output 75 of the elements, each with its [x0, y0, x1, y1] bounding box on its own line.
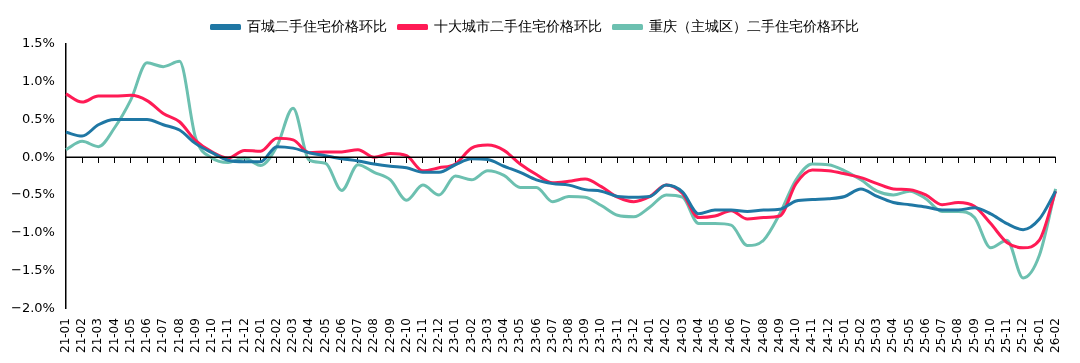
legend-label: 百城二手住宅价格环比	[246, 17, 387, 34]
x-tick-label: 22-12	[431, 318, 446, 354]
x-tick-label: 22-02	[268, 318, 283, 354]
y-tick-label: −1.0%	[11, 224, 55, 240]
x-tick-label: 25-08	[950, 318, 965, 354]
y-tick-label: 1.5%	[21, 35, 55, 51]
x-tick-label: 22-01	[252, 318, 267, 354]
x-tick-label: 25-09	[966, 318, 981, 354]
x-tick-label: 24-01	[642, 318, 657, 354]
x-tick-label: 22-04	[301, 318, 316, 354]
x-tick-label: 21-12	[236, 318, 251, 354]
x-tick-label: 25-03	[869, 318, 884, 354]
x-tick-label: 21-07	[155, 318, 170, 354]
x-tick-label: 22-11	[414, 318, 429, 354]
x-tick-label: 25-10	[982, 318, 997, 354]
x-tick-label: 25-02	[853, 318, 868, 354]
x-tick-label: 23-12	[625, 318, 640, 354]
x-tick-label: 25-07	[934, 318, 949, 354]
x-tick-label: 24-05	[707, 318, 722, 354]
y-tick-label: 1.0%	[21, 73, 55, 89]
x-tick-label: 21-05	[122, 318, 137, 354]
legend-label: 重庆（主城区）二手住宅价格环比	[648, 17, 859, 34]
x-tick-label: 22-07	[350, 318, 365, 354]
x-tick-label: 24-03	[674, 318, 689, 354]
x-tick-label: 25-11	[999, 318, 1014, 354]
x-tick-label: 23-08	[561, 318, 575, 354]
x-tick-label: 24-11	[804, 318, 819, 354]
x-tick-label: 22-03	[285, 318, 300, 354]
line-series	[64, 117, 1058, 232]
x-tick-label: 22-06	[333, 318, 348, 354]
x-tick-label: 21-02	[74, 318, 89, 354]
x-tick-label: 21-10	[204, 318, 219, 354]
x-tick-label: 21-01	[58, 318, 73, 354]
y-tick-label: −1.5%	[11, 261, 55, 277]
x-tick-label: 21-03	[90, 318, 105, 354]
x-tick-label: 22-10	[398, 318, 413, 354]
x-tick-label: 22-05	[317, 318, 332, 354]
x-tick-label: 22-09	[382, 318, 397, 354]
x-tick-label: 23-11	[609, 318, 624, 354]
x-tick-label: 21-11	[220, 318, 235, 354]
x-tick-label: 24-06	[723, 318, 738, 354]
x-tick-label: 23-05	[512, 318, 527, 354]
x-tick-label: 25-05	[901, 318, 916, 354]
x-tick-label: 26-01	[1031, 318, 1046, 354]
x-tick-label: 23-03	[479, 318, 494, 354]
x-tick-label: 24-04	[690, 318, 705, 354]
x-tick-label: 23-07	[544, 318, 559, 354]
x-tick-label: 25-04	[885, 318, 900, 354]
x-tick-label: 23-02	[463, 318, 478, 354]
x-tick-label: 25-01	[836, 318, 851, 354]
x-tick-label: 23-01	[447, 318, 462, 354]
x-tick-label: 23-10	[593, 318, 608, 354]
y-tick-label: 0.5%	[21, 110, 55, 126]
x-tick-label: 23-09	[577, 318, 592, 354]
x-tick-label: 22-08	[366, 318, 381, 354]
x-tick-label: 21-06	[139, 318, 154, 354]
line-series	[64, 59, 1058, 280]
x-tick-label: 24-07	[739, 318, 754, 354]
legend-label: 十大城市二手住宅价格环比	[433, 17, 602, 34]
x-tick-label: 24-09	[771, 318, 786, 354]
y-tick-label: −2.0%	[11, 299, 55, 315]
x-tick-label: 21-08	[171, 318, 186, 354]
x-tick-label: 21-09	[187, 318, 202, 354]
x-tick-label: 24-12	[820, 318, 835, 354]
x-tick-label: 26-02	[1047, 318, 1062, 354]
y-tick-label: 0.0%	[21, 148, 55, 164]
x-tick-label: 24-10	[788, 318, 803, 354]
x-tick-label: 24-08	[755, 318, 770, 354]
x-tick-label: 23-04	[496, 318, 511, 354]
x-tick-label: 21-04	[106, 318, 121, 354]
x-tick-label: 23-06	[528, 318, 543, 354]
x-tick-label: 24-02	[658, 318, 673, 354]
y-tick-label: −0.5%	[11, 186, 55, 202]
x-tick-label: 25-12	[1015, 318, 1030, 354]
x-tick-label: 25-06	[917, 318, 932, 354]
